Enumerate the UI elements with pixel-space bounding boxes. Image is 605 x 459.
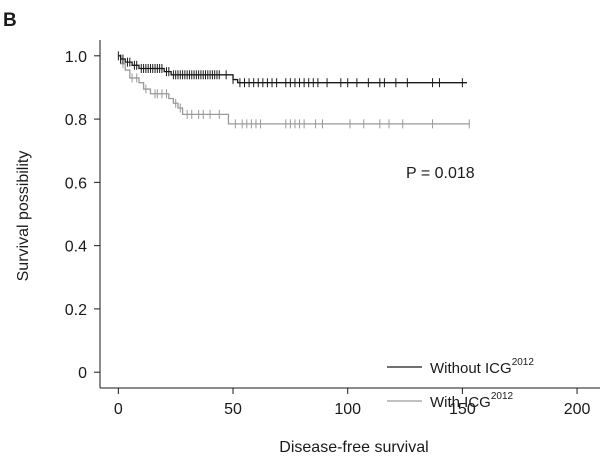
y-tick-label: 0.6 — [65, 175, 87, 192]
y-tick-label: 0.4 — [65, 239, 87, 256]
x-axis-title: Disease-free survival — [279, 439, 428, 456]
legend-sup-without-icg: 2012 — [512, 357, 535, 368]
panel-letter: B — [3, 10, 17, 31]
y-axis-title: Survival possibility — [15, 151, 32, 282]
x-tick-label: 0 — [114, 401, 123, 418]
p-value-annotation: P = 0.018 — [406, 165, 475, 182]
x-tick-label: 100 — [334, 401, 361, 418]
legend: Without ICG2012 With ICG2012 — [387, 357, 534, 411]
series-line-with-icg — [118, 55, 470, 125]
legend-label-with-icg: With ICG2012 — [430, 391, 514, 411]
y-tick-label: 0.8 — [65, 112, 87, 129]
x-ticks: 0 50 100 150 200 — [114, 388, 591, 418]
legend-sup-with-icg: 2012 — [491, 391, 514, 402]
y-tick-label: 0 — [78, 365, 87, 382]
legend-name-without-icg: Without ICG — [430, 360, 512, 377]
x-tick-label: 50 — [224, 401, 242, 418]
y-tick-label: 0.2 — [65, 302, 87, 319]
survival-curves — [117, 51, 470, 129]
legend-label-without-icg: Without ICG2012 — [430, 357, 534, 377]
x-tick-label: 150 — [449, 401, 476, 418]
y-tick-label: 1.0 — [65, 49, 87, 66]
y-ticks: 0 0.2 0.4 0.6 0.8 1.0 — [65, 49, 100, 382]
x-tick-label: 200 — [564, 401, 591, 418]
legend-name-with-icg: With ICG — [430, 394, 491, 411]
series-line-without-icg — [118, 55, 467, 84]
